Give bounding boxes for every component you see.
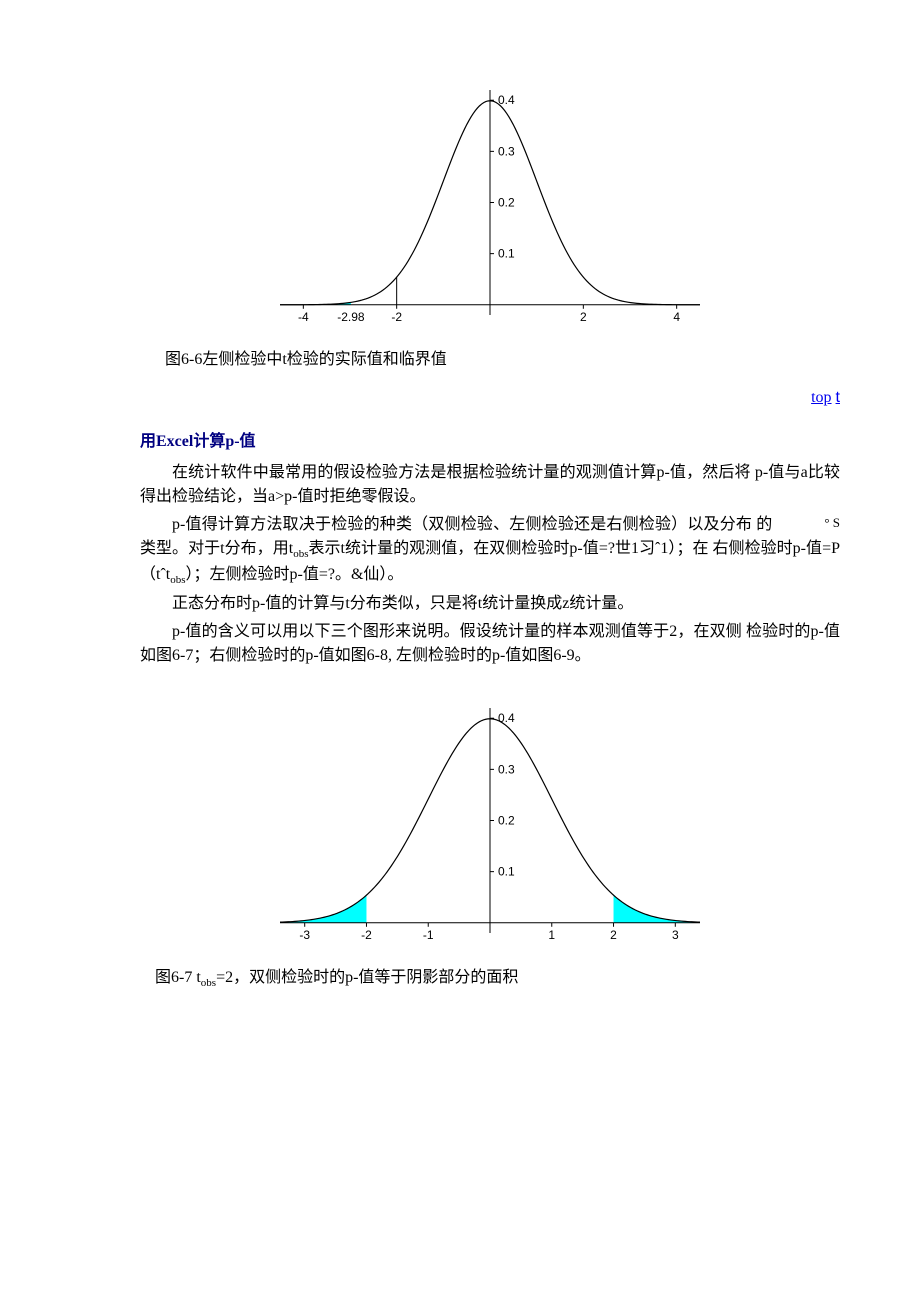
paragraph-2: ° S p-值得计算方法取决于检验的种类（双侧检验、左侧检验还是右侧检验）以及分…	[140, 513, 840, 588]
caption-6-7: 图6-7 tobs=2，双侧检验时的p-值等于阴影部分的面积	[140, 963, 840, 989]
svg-text:-1: -1	[423, 928, 434, 942]
paragraph-3: 正态分布时p-值的计算与t分布类似，只是将t统计量换成z统计量。	[140, 592, 840, 616]
svg-text:1: 1	[548, 928, 555, 942]
svg-text:0.3: 0.3	[498, 144, 515, 158]
svg-text:-3: -3	[299, 928, 310, 942]
svg-text:4: 4	[673, 310, 680, 324]
caption-6-6: 图6-6左侧检验中t检验的实际值和临界值	[140, 345, 840, 369]
top-link[interactable]: top t	[140, 389, 840, 407]
chart-6-6: -4-224-2.980.10.20.30.4	[140, 80, 840, 345]
svg-text:0.1: 0.1	[498, 247, 515, 261]
svg-text:0.1: 0.1	[498, 865, 515, 879]
svg-text:-2: -2	[361, 928, 372, 942]
svg-text:2: 2	[580, 310, 587, 324]
paragraph-1: 在统计软件中最常用的假设检验方法是根据检验统计量的观测值计算p-值，然后将 p-…	[140, 461, 840, 509]
svg-text:0.3: 0.3	[498, 763, 515, 777]
svg-text:0.2: 0.2	[498, 814, 515, 828]
svg-text:0.2: 0.2	[498, 196, 515, 210]
side-note: ° S	[772, 513, 840, 533]
top-link-arrow: t	[836, 389, 840, 406]
svg-text:-2.98: -2.98	[337, 310, 365, 324]
svg-text:-2: -2	[391, 310, 402, 324]
top-link-text: top	[811, 389, 831, 406]
svg-text:3: 3	[672, 928, 679, 942]
svg-text:2: 2	[610, 928, 617, 942]
section-heading: 用Excel计算p-值	[140, 427, 840, 451]
paragraph-4: p-值的含义可以用以下三个图形来说明。假设统计量的样本观测值等于2，在双侧 检验…	[140, 620, 840, 668]
svg-text:-4: -4	[298, 310, 309, 324]
svg-text:0.4: 0.4	[498, 712, 515, 726]
chart-6-7: -3 -2 -1 1 2 3 0.1 0.2 0.3 0.4	[140, 698, 840, 963]
